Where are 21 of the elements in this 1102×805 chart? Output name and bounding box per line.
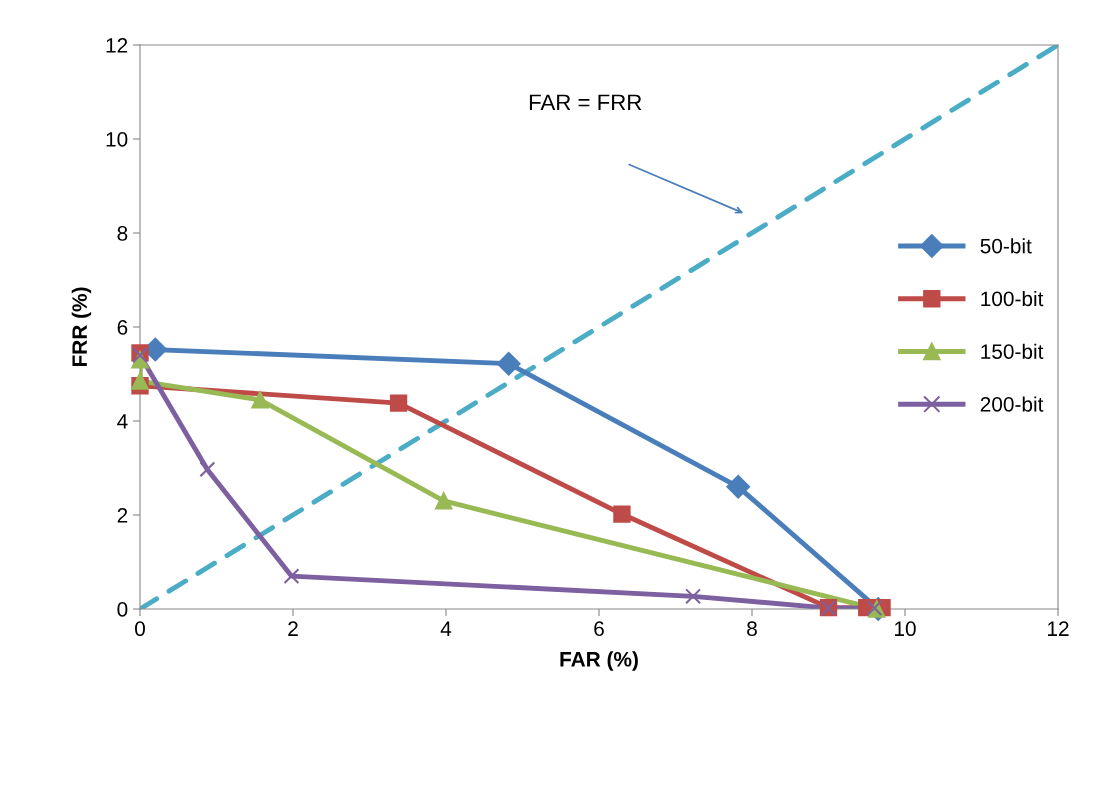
y-tick-label: 10 <box>106 132 128 147</box>
annotation: FAR = FRR <box>529 94 642 110</box>
y-tick-label: 12 <box>106 38 128 53</box>
y-tick-label: 6 <box>117 320 128 335</box>
legend-label: 150-bit <box>981 343 1044 359</box>
y-tick-label: 4 <box>117 414 128 429</box>
y-tick-label: 2 <box>117 508 128 523</box>
y-tick-label: 0 <box>117 602 128 617</box>
legend-label: 50-bit <box>980 238 1032 254</box>
legend-label: 100-bit <box>981 290 1044 307</box>
x-axis-title: FAR (%) <box>560 651 638 671</box>
y-tick-label: 8 <box>117 226 128 241</box>
x-tick-label: 8 <box>747 621 757 637</box>
x-tick-label: 2 <box>288 621 298 636</box>
x-tick-label: 0 <box>135 621 145 637</box>
x-tick-label: 6 <box>594 621 604 637</box>
x-tick-label: 10 <box>895 621 916 637</box>
x-tick-label: 12 <box>1048 621 1069 636</box>
y-axis-title: FRR (%) <box>71 287 92 367</box>
legend-label: 200-bit <box>980 396 1044 412</box>
x-tick-label: 4 <box>440 621 452 636</box>
